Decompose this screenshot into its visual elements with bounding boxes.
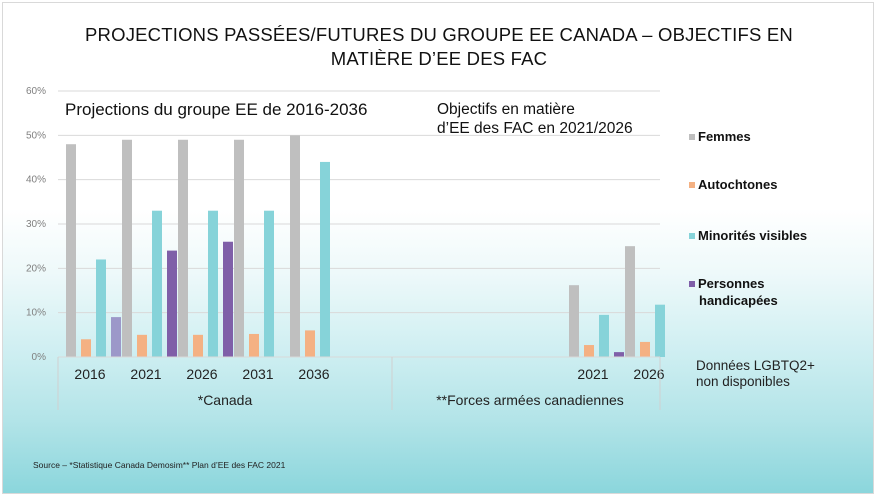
- chart-title: PROJECTIONS PASSÉES/FUTURES DU GROUPE EE…: [3, 23, 875, 71]
- bar-femmes-2016: [66, 144, 76, 357]
- bar-minorit-s-visibles-2021: [152, 210, 162, 357]
- legend-label: Autochtones: [698, 177, 777, 192]
- bar-femmes-2026: [625, 246, 635, 357]
- y-tick-label: 30%: [26, 219, 46, 230]
- bar-femmes-2026: [178, 139, 188, 357]
- group-label-canada: *Canada: [198, 392, 253, 408]
- x-tick-label: 2021: [130, 366, 161, 382]
- y-tick-label: 0%: [32, 352, 47, 363]
- group-label-fac: **Forces armées canadiennes: [436, 392, 624, 408]
- legend-swatch: [689, 134, 695, 140]
- bar-minorit-s-visibles-2026: [655, 304, 665, 357]
- bars: [66, 135, 665, 357]
- source-note: Source – *Statistique Canada Demosim** P…: [33, 460, 286, 470]
- legend-label: Personnes: [698, 276, 764, 291]
- x-tick-label: 2021: [577, 366, 608, 382]
- bar-femmes-2031: [234, 139, 244, 357]
- panel2-subtitle-line2: d’EE des FAC en 2021/2026: [437, 120, 633, 137]
- bar-minorit-s-visibles-2016: [96, 259, 106, 357]
- bar-autochtones-2026: [640, 341, 650, 357]
- x-axis: 2016 2021 2026 2031 2036 2021 2026 *Canada **For…: [57, 356, 665, 410]
- legend-label: handicapées: [699, 293, 778, 308]
- y-tick-label: 20%: [26, 263, 46, 274]
- bar-personnes-handicap-es-2016: [111, 317, 121, 357]
- legend-swatch: [689, 233, 695, 239]
- bar-autochtones-2021: [584, 345, 594, 357]
- bar-autochtones-2021: [137, 334, 147, 357]
- bar-autochtones-2031: [249, 333, 259, 357]
- bar-minorit-s-visibles-2036: [320, 161, 330, 357]
- legend-label: Femmes: [698, 129, 751, 144]
- bar-minorit-s-visibles-2021: [599, 314, 609, 357]
- y-tick-label: 40%: [26, 175, 46, 186]
- title-line-1: PROJECTIONS PASSÉES/FUTURES DU GROUPE EE…: [85, 24, 793, 45]
- x-tick-label: 2016: [74, 366, 105, 382]
- bar-autochtones-2036: [305, 330, 315, 357]
- legend: Femmes Autochtones Minorités visibles Perso…: [689, 129, 807, 308]
- bar-autochtones-2026: [193, 334, 203, 357]
- panel2-subtitle-line1: Objectifs en matière: [437, 101, 575, 118]
- legend-swatch: [689, 281, 695, 287]
- panel1-subtitle: Projections du groupe EE de 2016-2036: [65, 100, 367, 119]
- y-tick-label: 60%: [26, 86, 46, 97]
- lgbtq-note-line2: non disponibles: [696, 374, 790, 389]
- legend-swatch: [689, 182, 695, 188]
- bar-personnes-handicap-es-2021: [614, 352, 624, 357]
- bar-femmes-2021: [122, 139, 132, 357]
- x-tick-label: 2031: [242, 366, 273, 382]
- y-axis: 0% 10% 20% 30% 40% 50% 60%: [26, 86, 46, 363]
- bar-femmes-2036: [290, 135, 300, 357]
- bar-femmes-2021: [569, 285, 579, 357]
- bar-personnes-handicap-es-2021: [167, 250, 177, 357]
- bar-personnes-handicap-es-2026: [223, 241, 233, 357]
- x-tick-label: 2026: [186, 366, 217, 382]
- bar-autochtones-2016: [81, 339, 91, 357]
- lgbtq-note-line1: Données LGBTQ2+: [696, 358, 815, 373]
- bar-minorit-s-visibles-2026: [208, 210, 218, 357]
- title-line-2: MATIÈRE D’EE DES FAC: [330, 48, 548, 69]
- bar-minorit-s-visibles-2031: [264, 210, 274, 357]
- y-tick-label: 10%: [26, 308, 46, 319]
- y-tick-label: 50%: [26, 130, 46, 141]
- x-tick-label: 2036: [298, 366, 329, 382]
- x-tick-label: 2026: [633, 366, 664, 382]
- legend-label: Minorités visibles: [698, 228, 807, 243]
